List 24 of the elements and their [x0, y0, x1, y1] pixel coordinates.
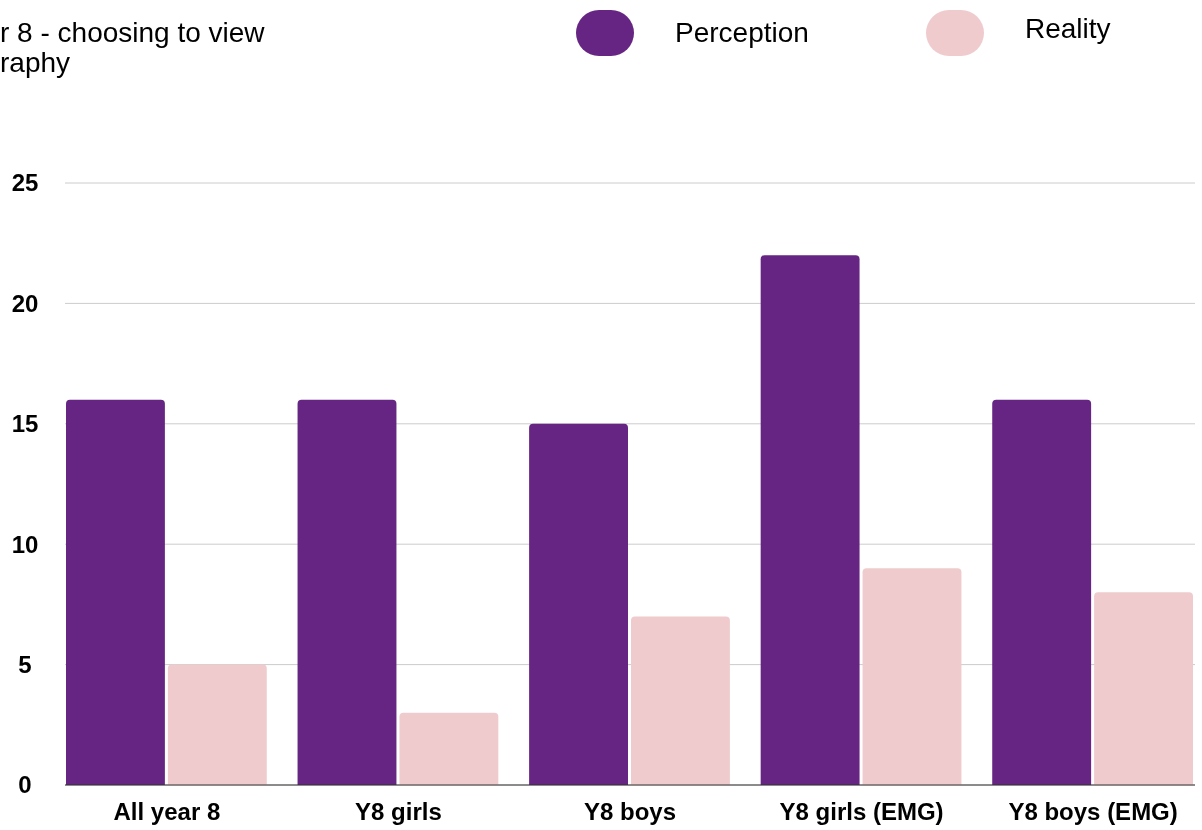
legend-label: Reality	[1025, 13, 1111, 44]
y-tick-label: 10	[11, 530, 39, 558]
x-tick-label: Y8 girls	[355, 798, 442, 825]
bar	[862, 568, 962, 785]
bar	[297, 399, 397, 785]
bar	[760, 255, 860, 785]
y-tick-label: 0	[18, 771, 32, 799]
bar	[167, 664, 267, 785]
bar	[631, 616, 730, 785]
bar	[66, 399, 165, 785]
y-tick-label: 5	[18, 651, 32, 678]
y-tick-label: 25	[11, 169, 39, 197]
y-tick-label: 20	[11, 289, 39, 317]
bar	[1094, 592, 1193, 785]
bar	[992, 399, 1092, 785]
x-tick-label: Y8 boys (EMG)	[1008, 798, 1178, 825]
x-tick-label: Y8 girls (EMG)	[779, 798, 944, 825]
legend-label: Perception	[675, 17, 809, 48]
chart-title: r 8 - choosing to view raphy	[0, 17, 266, 78]
bar	[399, 712, 499, 785]
x-tick-label: All year 8	[113, 798, 221, 825]
x-tick-label: Y8 boys	[583, 798, 677, 825]
y-tick-label: 15	[11, 410, 39, 438]
bar	[529, 423, 628, 785]
